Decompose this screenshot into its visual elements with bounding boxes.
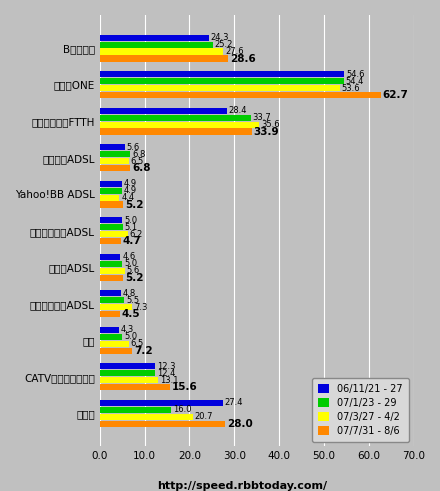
Text: 27.4: 27.4	[224, 398, 243, 408]
Bar	[100, 334, 122, 340]
Text: 28.0: 28.0	[227, 419, 253, 429]
Bar	[100, 341, 129, 347]
Text: 28.6: 28.6	[230, 54, 256, 63]
Text: 5.2: 5.2	[125, 273, 143, 283]
Text: 4.5: 4.5	[122, 309, 140, 319]
Bar	[100, 407, 172, 413]
Text: 5.5: 5.5	[126, 296, 139, 305]
Bar	[100, 348, 132, 354]
Bar	[100, 114, 251, 121]
Legend: 06/11/21 - 27, 07/1/23 - 29, 07/3/27 - 4/2, 07/7/31 - 8/6: 06/11/21 - 27, 07/1/23 - 29, 07/3/27 - 4…	[312, 378, 409, 441]
Bar	[100, 384, 170, 390]
Text: 4.6: 4.6	[122, 252, 136, 261]
Text: 7.3: 7.3	[134, 302, 148, 312]
Bar	[100, 151, 130, 157]
Bar	[100, 85, 340, 91]
Bar	[100, 42, 213, 48]
Text: 5.0: 5.0	[124, 259, 137, 268]
Bar	[100, 188, 122, 194]
Text: 4.9: 4.9	[124, 179, 136, 188]
Text: 24.3: 24.3	[210, 33, 229, 42]
Bar	[100, 121, 259, 128]
Text: 54.4: 54.4	[345, 77, 364, 86]
Bar	[100, 238, 121, 244]
Text: 12.3: 12.3	[157, 362, 175, 371]
Text: 5.6: 5.6	[127, 266, 140, 275]
Text: 53.6: 53.6	[342, 83, 360, 93]
Text: 6.2: 6.2	[129, 230, 143, 239]
Bar	[100, 158, 129, 164]
Text: 25.2: 25.2	[214, 40, 233, 49]
Bar	[100, 92, 381, 98]
Bar	[100, 297, 125, 303]
Bar	[100, 217, 122, 223]
Bar	[100, 327, 119, 333]
Text: 6.8: 6.8	[132, 163, 150, 173]
Bar	[100, 144, 125, 150]
Bar	[100, 49, 224, 55]
Bar	[100, 370, 155, 377]
Bar	[100, 129, 252, 135]
Bar	[100, 290, 121, 297]
Text: 4.3: 4.3	[121, 326, 134, 334]
Bar	[100, 304, 132, 310]
Text: 6.8: 6.8	[132, 150, 145, 159]
Bar	[100, 201, 123, 208]
Bar	[100, 34, 209, 41]
Text: 4.8: 4.8	[123, 289, 136, 298]
Bar	[100, 377, 158, 383]
Text: 5.0: 5.0	[124, 332, 137, 341]
Bar	[100, 108, 227, 114]
Bar	[100, 261, 122, 267]
Bar	[100, 363, 155, 369]
Text: 54.6: 54.6	[346, 70, 365, 79]
Text: 4.7: 4.7	[123, 236, 141, 246]
Bar	[100, 254, 121, 260]
Bar	[100, 194, 119, 201]
Bar	[100, 224, 123, 230]
Text: 7.2: 7.2	[134, 346, 152, 355]
Text: 13.1: 13.1	[160, 376, 179, 385]
Text: 15.6: 15.6	[172, 382, 197, 392]
Bar	[100, 181, 122, 187]
Bar	[100, 78, 344, 84]
Text: 4.4: 4.4	[121, 193, 134, 202]
Bar	[100, 400, 223, 406]
Text: 27.6: 27.6	[225, 47, 244, 56]
Text: 5.1: 5.1	[125, 223, 138, 232]
Text: http://speed.rbbtoday.com/: http://speed.rbbtoday.com/	[157, 481, 327, 491]
Text: 33.7: 33.7	[253, 113, 271, 122]
Bar	[100, 71, 345, 78]
Text: 5.2: 5.2	[125, 200, 143, 210]
Text: 5.6: 5.6	[127, 143, 140, 152]
Text: 6.5: 6.5	[131, 157, 144, 165]
Text: 35.6: 35.6	[261, 120, 280, 129]
Text: 4.9: 4.9	[124, 186, 136, 195]
Text: 16.0: 16.0	[173, 405, 192, 414]
Text: 5.0: 5.0	[124, 216, 137, 225]
Bar	[100, 55, 228, 62]
Bar	[100, 311, 120, 317]
Bar	[100, 421, 225, 427]
Bar	[100, 274, 123, 281]
Text: 20.7: 20.7	[194, 412, 213, 421]
Bar	[100, 165, 130, 171]
Text: 12.4: 12.4	[157, 369, 176, 378]
Text: 33.9: 33.9	[253, 127, 279, 136]
Bar	[100, 268, 125, 274]
Text: 6.5: 6.5	[131, 339, 144, 348]
Text: 62.7: 62.7	[382, 90, 408, 100]
Bar	[100, 231, 128, 237]
Text: 28.4: 28.4	[229, 106, 247, 115]
Bar	[100, 413, 193, 420]
